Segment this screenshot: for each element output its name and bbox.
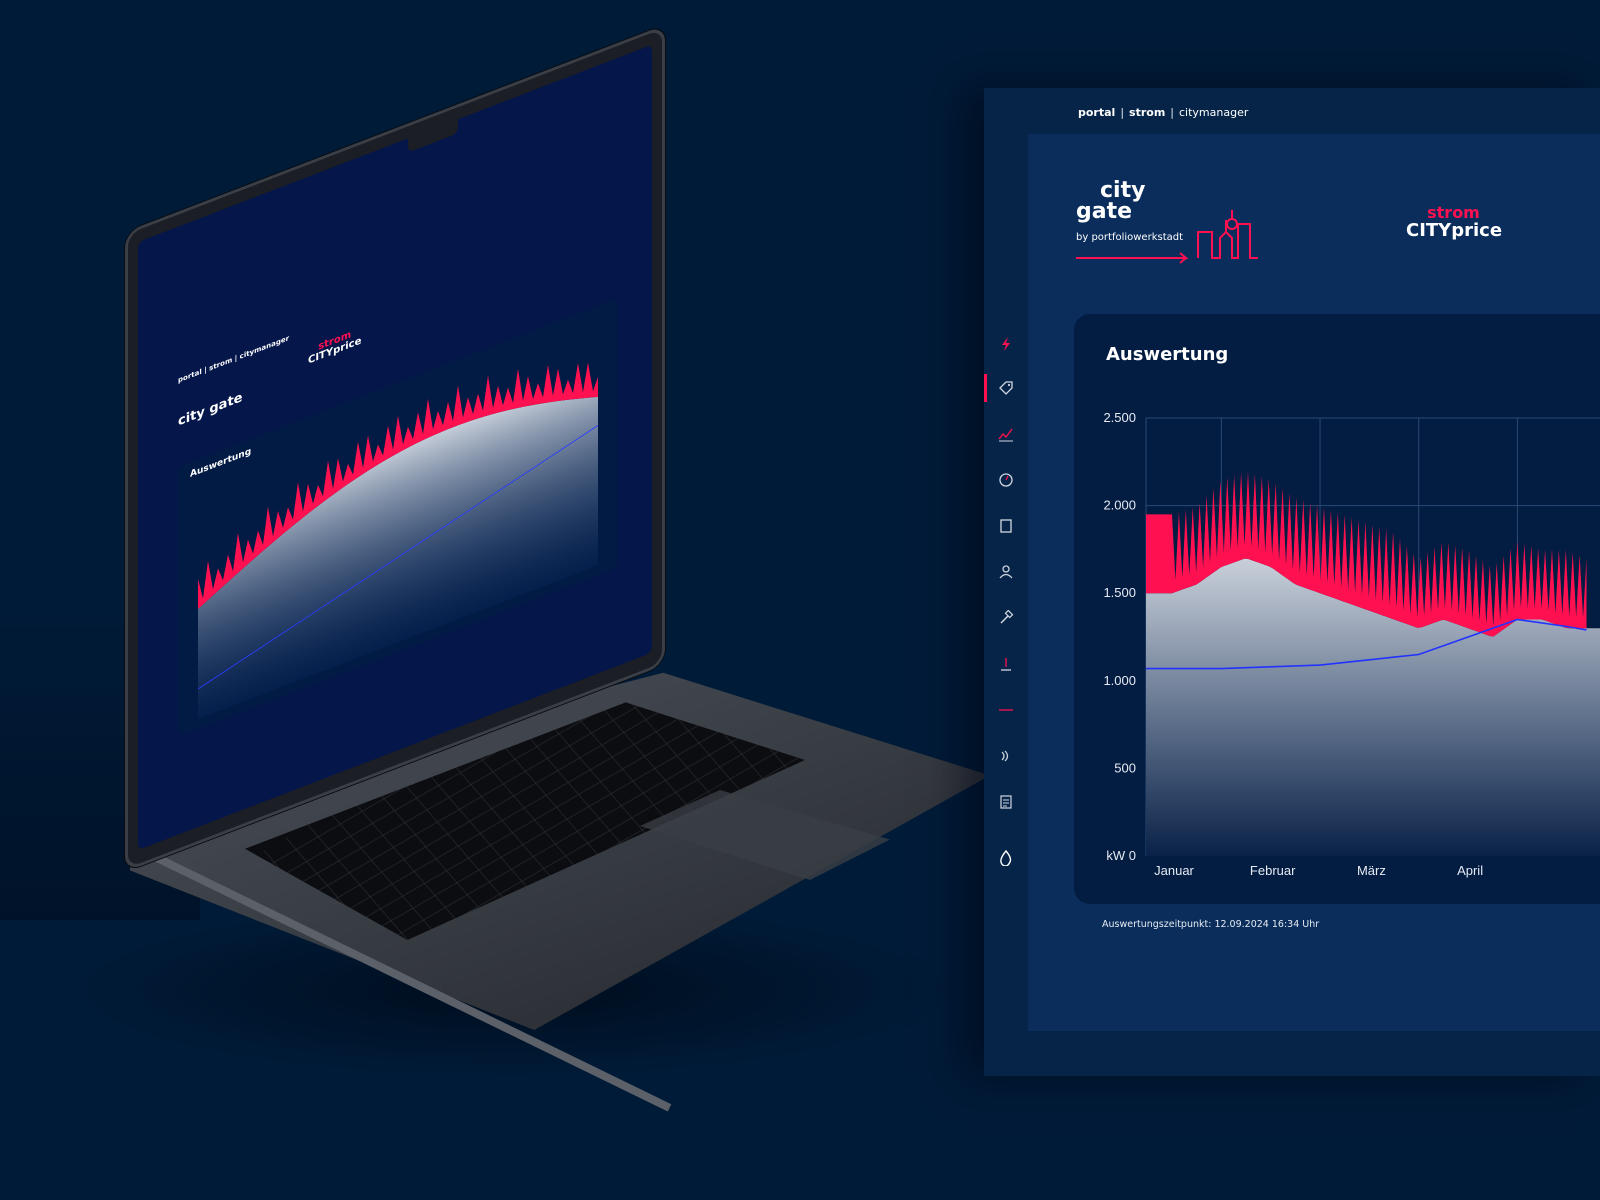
cityprice-brand: strom CITYprice — [1406, 203, 1503, 241]
sidebar-item-hammer[interactable] — [996, 608, 1016, 628]
flame-icon — [1000, 850, 1012, 866]
signal-icon — [1001, 750, 1009, 762]
document-icon — [1000, 519, 1012, 533]
mini-chart — [197, 362, 599, 719]
mini-area — [198, 396, 598, 719]
x-tick-label: Januar — [1154, 863, 1194, 878]
main-content: city gate by portfoliowerkstadt strom CI… — [1028, 134, 1600, 1031]
laptop-notch — [408, 119, 458, 153]
x-tick-label: März — [1357, 863, 1386, 878]
sidebar-item-flame[interactable] — [996, 848, 1016, 868]
gauge-icon — [999, 473, 1013, 487]
mini-chart-card: Auswertung — [178, 297, 618, 737]
y-tick-label: 2.000 — [1103, 498, 1136, 513]
sidebar-item-line[interactable] — [996, 700, 1016, 720]
y-tick-label: 1.000 — [1103, 673, 1136, 688]
laptop-mockup: portal | strom | citymanager city gate s… — [0, 24, 990, 1112]
sidebar-item-trend[interactable] — [996, 424, 1016, 444]
logo-subtitle: by portfoliowerkstadt — [1076, 232, 1184, 243]
user-icon — [999, 565, 1013, 579]
breadcrumb-portal[interactable]: portal — [1078, 106, 1116, 119]
report-icon — [1000, 795, 1012, 809]
hammer-icon — [1000, 610, 1014, 624]
sidebar-item-meter[interactable] — [996, 654, 1016, 674]
sidebar-item-document[interactable] — [996, 516, 1016, 536]
sidebar-item-signal[interactable] — [996, 746, 1016, 766]
y-tick-label: 2.500 — [1103, 410, 1136, 425]
mini-breadcrumb: portal | strom | citymanager — [178, 334, 290, 385]
sidebar-item-tag[interactable] — [996, 378, 1016, 398]
mini-logo: city gate — [178, 389, 243, 430]
meter-icon — [1001, 658, 1011, 671]
trend-icon — [998, 428, 1013, 442]
y-tick-label: kW 0 — [1106, 848, 1136, 863]
sidebar-item-gauge[interactable] — [996, 470, 1016, 490]
sidebar-item-report[interactable] — [996, 792, 1016, 812]
lightning-icon — [1002, 337, 1010, 351]
logo-line-city: city — [1100, 178, 1146, 203]
chart-line-series — [1146, 618, 1587, 670]
tag-icon — [999, 381, 1013, 395]
breadcrumb-citymanager[interactable]: citymanager — [1179, 106, 1249, 119]
mini-line — [197, 425, 599, 690]
line-icon — [999, 709, 1013, 711]
skyline-icon — [1076, 210, 1258, 264]
chart-base-area — [1146, 558, 1600, 856]
mini-peak — [198, 362, 598, 609]
sidebar-item-lightning[interactable] — [996, 334, 1016, 354]
laptop-lid: portal | strom | citymanager city gate s… — [125, 24, 665, 872]
sidebar-item-user[interactable] — [996, 562, 1016, 582]
app-window: portal | strom | citymanager — [984, 88, 1600, 1076]
x-tick-label: April — [1457, 863, 1483, 878]
mini-brand: strom CITYprice — [308, 326, 361, 367]
brand-line2: CITYprice — [1406, 220, 1503, 241]
logo-line-gate: gate — [1076, 199, 1133, 224]
chart-card: Auswertung kW 0 500 1.000 1.500 2.000 2.500 J… — [1074, 314, 1600, 904]
citygate-logo[interactable]: city gate — [1076, 178, 1146, 224]
breadcrumb: portal | strom | citymanager — [1078, 106, 1249, 119]
laptop-screen: portal | strom | citymanager city gate s… — [138, 44, 652, 851]
load-chart: kW 0 500 1.000 1.500 2.000 2.500 Januar Februa… — [1103, 410, 1600, 878]
chart-peak-series — [1146, 471, 1587, 637]
breadcrumb-strom[interactable]: strom — [1129, 106, 1166, 119]
y-tick-label: 500 — [1114, 760, 1136, 775]
evaluation-timestamp: Auswertungszeitpunkt: 12.09.2024 16:34 U… — [1102, 919, 1320, 930]
y-tick-label: 1.500 — [1103, 585, 1136, 600]
chart-title: Auswertung — [1106, 344, 1229, 365]
brand-line1: strom — [1427, 203, 1480, 222]
x-tick-label: Februar — [1250, 863, 1296, 878]
sidebar-active-indicator — [984, 374, 987, 402]
